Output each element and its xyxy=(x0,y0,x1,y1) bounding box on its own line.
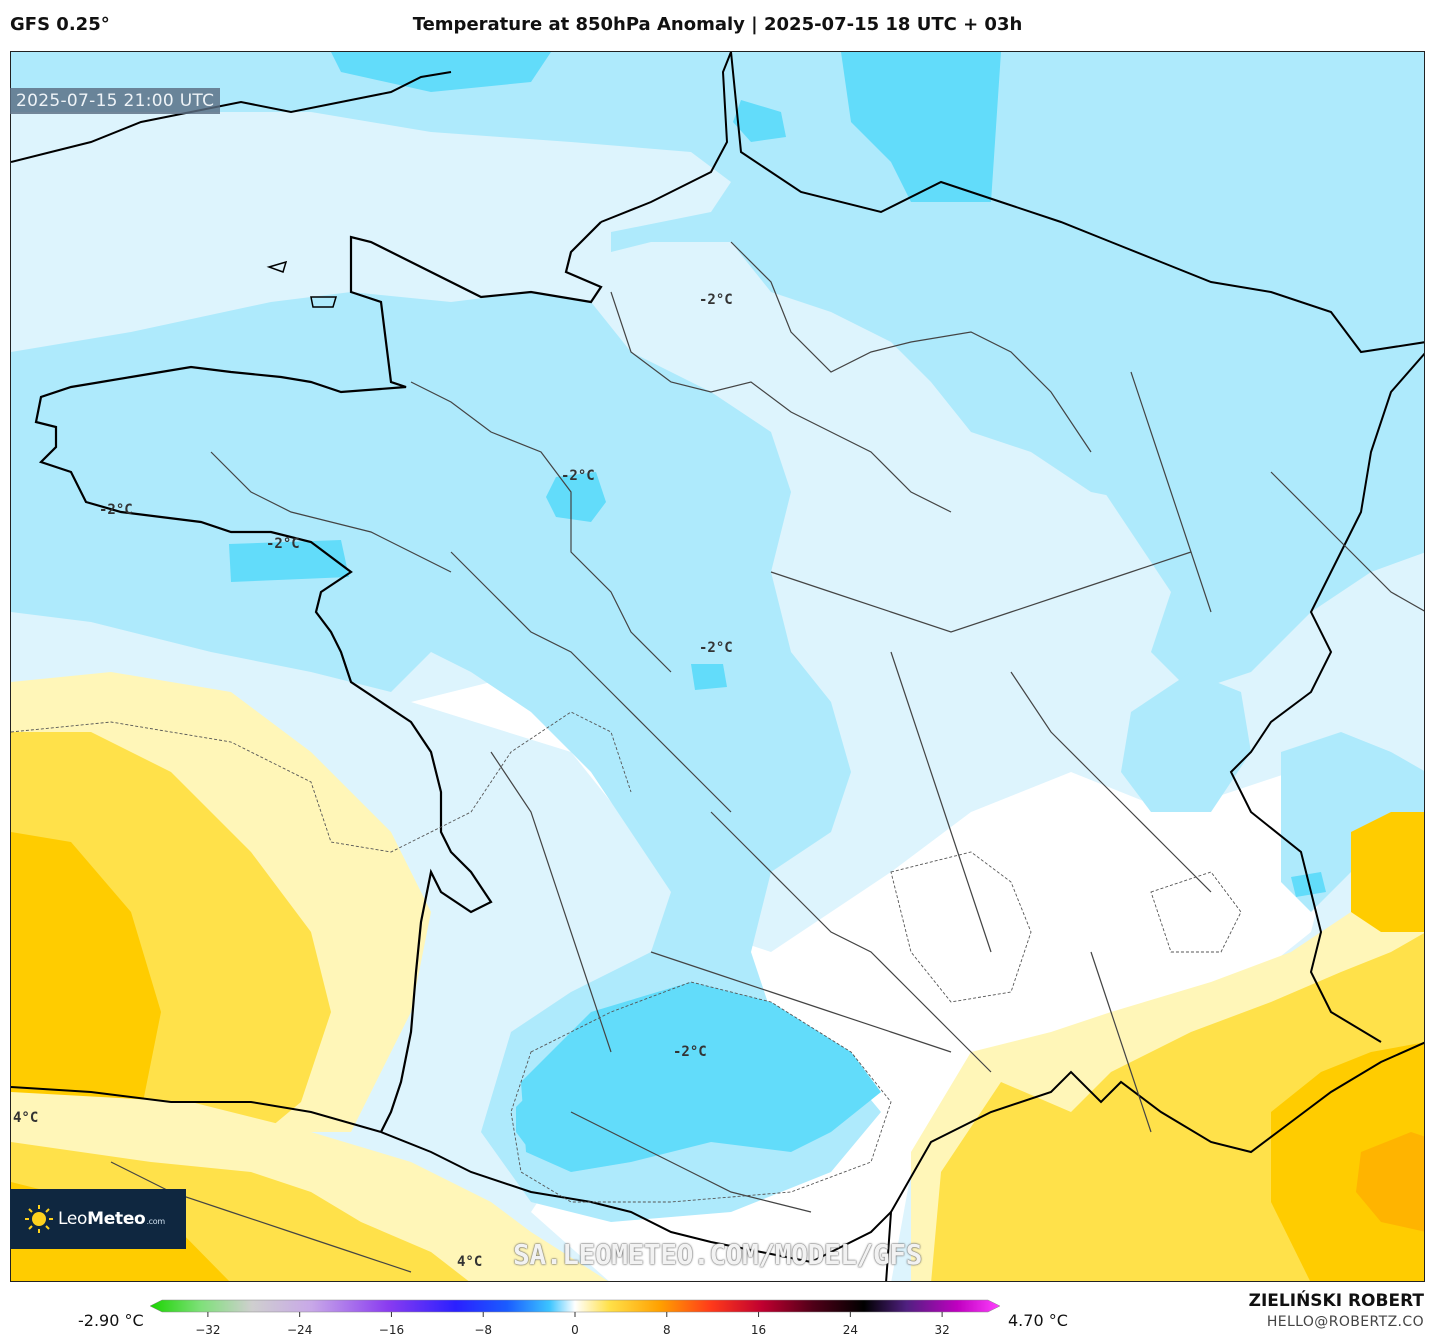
field-neg-3-north-2 xyxy=(331,52,551,92)
contour-label-7: 4°C xyxy=(13,1110,38,1126)
contour-label-5: -2°C xyxy=(699,640,733,656)
field-pos-3-west xyxy=(11,832,161,1152)
coastline-channel xyxy=(600,52,732,223)
contour-dashed xyxy=(11,711,1242,1203)
contour-label-4: -2°C xyxy=(266,536,300,552)
source-watermark[interactable]: SA.LEOMETEO.COM/MODEL/GFS xyxy=(513,1238,922,1271)
colorbar-tick-label: −8 xyxy=(474,1323,492,1337)
field-pos-4-med xyxy=(1356,1132,1424,1232)
field-neg-3-channel xyxy=(733,100,786,142)
valid-time-badge: 2025-07-15 21:00 UTC xyxy=(10,88,221,114)
colorbar-tick-label: 0 xyxy=(571,1323,579,1337)
coastline-uk xyxy=(11,71,452,163)
contour-label-8: 4°C xyxy=(457,1254,482,1270)
regional-borders xyxy=(110,241,1424,1273)
sun-icon xyxy=(25,1205,53,1233)
field-pos-3-alps xyxy=(1351,812,1424,932)
author-name: ZIELIŃSKI ROBERT xyxy=(1248,1291,1424,1311)
colorbar-tick-label: 8 xyxy=(663,1323,671,1337)
field-neg-2-west xyxy=(11,292,881,1222)
colorbar-max-label: 4.70 °C xyxy=(1008,1311,1068,1330)
border-east xyxy=(730,52,1424,1043)
border-spain xyxy=(380,1131,892,1264)
field-neg-2-east xyxy=(1051,282,1424,692)
contour-label-3: -2°C xyxy=(99,502,133,518)
logo-text: LeoMeteo.com xyxy=(58,1209,165,1229)
map-canvas: -2°C -2°C -2°C -2°C -2°C -2°C 4°C 4°C xyxy=(11,52,1424,1281)
colorbar-tick-label: 16 xyxy=(751,1323,766,1337)
contour-label-2: -2°C xyxy=(561,468,595,484)
colorbar: −32 −24 −16 −8 0 8 16 24 32 xyxy=(150,1299,1000,1337)
coastline-france xyxy=(34,221,603,1133)
model-label: GFS 0.25° xyxy=(10,14,110,35)
anomaly-map[interactable]: -2°C -2°C -2°C -2°C -2°C -2°C 4°C 4°C xyxy=(10,51,1425,1282)
field-neg-3-center xyxy=(546,472,606,522)
field-neg-2-east-2 xyxy=(1121,672,1251,812)
leometeo-logo[interactable]: LeoMeteo.com xyxy=(10,1189,186,1249)
island-jersey xyxy=(266,260,338,308)
colorbar-tick-label: −24 xyxy=(287,1323,312,1337)
field-neg-3-brittany xyxy=(229,540,349,582)
chart-title: Temperature at 850hPa Anomaly | 2025-07-… xyxy=(412,14,1023,35)
author-email[interactable]: HELLO@ROBERTZ.CO xyxy=(1266,1314,1424,1330)
field-neg-3-south xyxy=(521,982,881,1172)
field-neg-3-massif xyxy=(691,664,727,690)
colorbar-tick-label: −16 xyxy=(379,1323,404,1337)
colorbar-tick-label: −32 xyxy=(195,1323,220,1337)
contour-label-1: -2°C xyxy=(699,292,733,308)
field-neg-3-sw-small xyxy=(516,1092,551,1152)
contour-label-6: -2°C xyxy=(673,1044,707,1060)
field-neg-2-east-3 xyxy=(1281,732,1424,912)
coastline-med xyxy=(885,1041,1424,1281)
coastline-spain xyxy=(11,1086,382,1133)
colorbar-tick-label: 32 xyxy=(934,1323,949,1337)
colorbar-tick-label: 24 xyxy=(843,1323,858,1337)
field-neg-3-north-1 xyxy=(841,52,1001,202)
colorbar-min-label: -2.90 °C xyxy=(78,1311,144,1330)
